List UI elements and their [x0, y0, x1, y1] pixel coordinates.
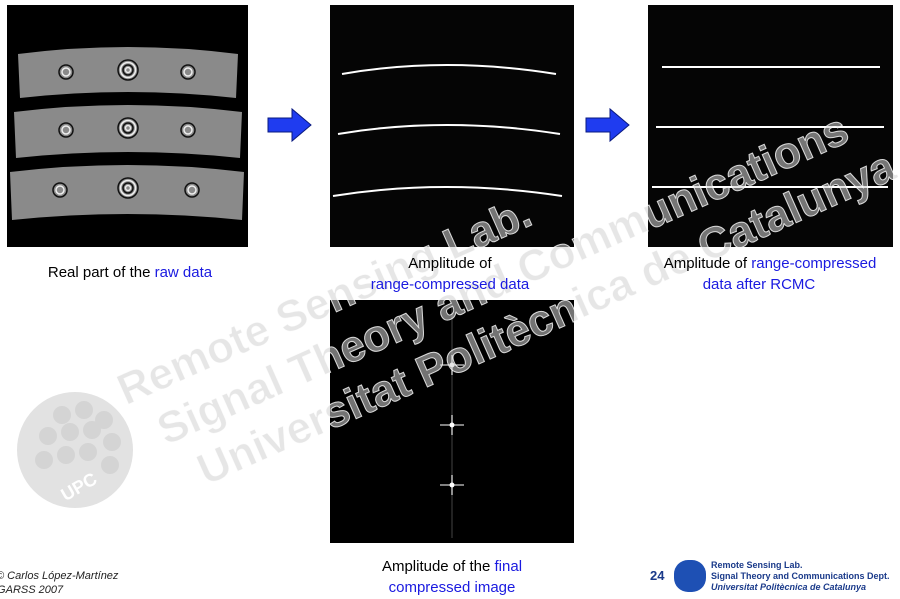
- caption-text: Amplitude of: [664, 255, 752, 272]
- lab-logo: [674, 560, 706, 592]
- caption: Real part of the raw data: [0, 264, 260, 281]
- lab-name: Universitat Politècnica de Catalunya: [711, 582, 866, 592]
- page-number: 24: [650, 568, 664, 583]
- caption-highlight: data after RCMC: [625, 276, 893, 293]
- lab-name: Remote Sensing Lab.: [711, 560, 803, 570]
- caption-highlight: compressed image: [342, 579, 562, 596]
- upc-logo: UPC: [17, 392, 133, 508]
- lab-name: Signal Theory and Communications Dept.: [711, 571, 890, 581]
- caption: Amplitude of the final compressed image: [342, 558, 562, 596]
- footer-event: IGARSS 2007: [0, 584, 63, 596]
- footer-author: © Carlos López-Martínez: [0, 570, 118, 582]
- arrow: [268, 109, 311, 141]
- caption-highlight: final: [495, 558, 523, 575]
- range-compressed-image: [330, 5, 574, 247]
- caption-highlight: raw data: [155, 264, 213, 281]
- caption: Amplitude of range-compressed data: [340, 255, 560, 293]
- caption: Amplitude of range-compressed data after …: [625, 255, 900, 293]
- caption-text: Amplitude of the: [382, 558, 495, 575]
- slide: UPC: [0, 0, 900, 599]
- arrow: [586, 109, 629, 141]
- caption-text: Real part of the: [48, 264, 155, 281]
- caption-text: Amplitude of: [340, 255, 560, 272]
- raw-data-image: [7, 5, 248, 247]
- caption-highlight: range-compressed: [751, 255, 876, 272]
- caption-highlight: range-compressed data: [340, 276, 560, 293]
